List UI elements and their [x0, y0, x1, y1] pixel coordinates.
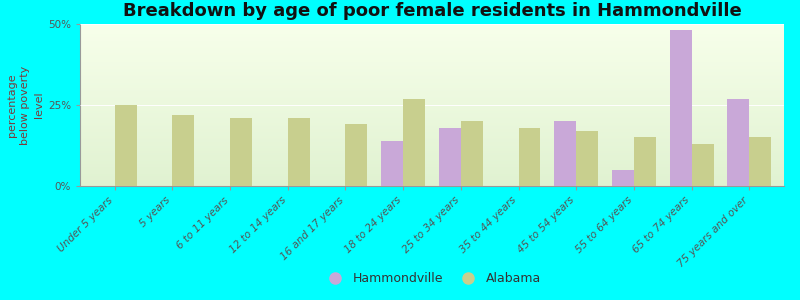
Bar [382, 141, 403, 186]
Bar [230, 118, 252, 186]
Bar [692, 144, 714, 186]
Bar [670, 31, 692, 186]
Legend: Hammondville, Alabama: Hammondville, Alabama [318, 267, 546, 290]
Bar [554, 121, 576, 186]
Bar [634, 137, 656, 186]
Bar [172, 115, 194, 186]
Bar [288, 118, 310, 186]
Bar [750, 137, 771, 186]
Bar [439, 128, 461, 186]
Bar [346, 124, 367, 186]
Bar [114, 105, 137, 186]
Bar [727, 98, 750, 186]
Bar [403, 98, 425, 186]
Bar [461, 121, 482, 186]
Bar [518, 128, 541, 186]
Title: Breakdown by age of poor female residents in Hammondville: Breakdown by age of poor female resident… [122, 2, 742, 20]
Bar [612, 170, 634, 186]
Y-axis label: percentage
below poverty
level: percentage below poverty level [7, 65, 44, 145]
Bar [576, 131, 598, 186]
